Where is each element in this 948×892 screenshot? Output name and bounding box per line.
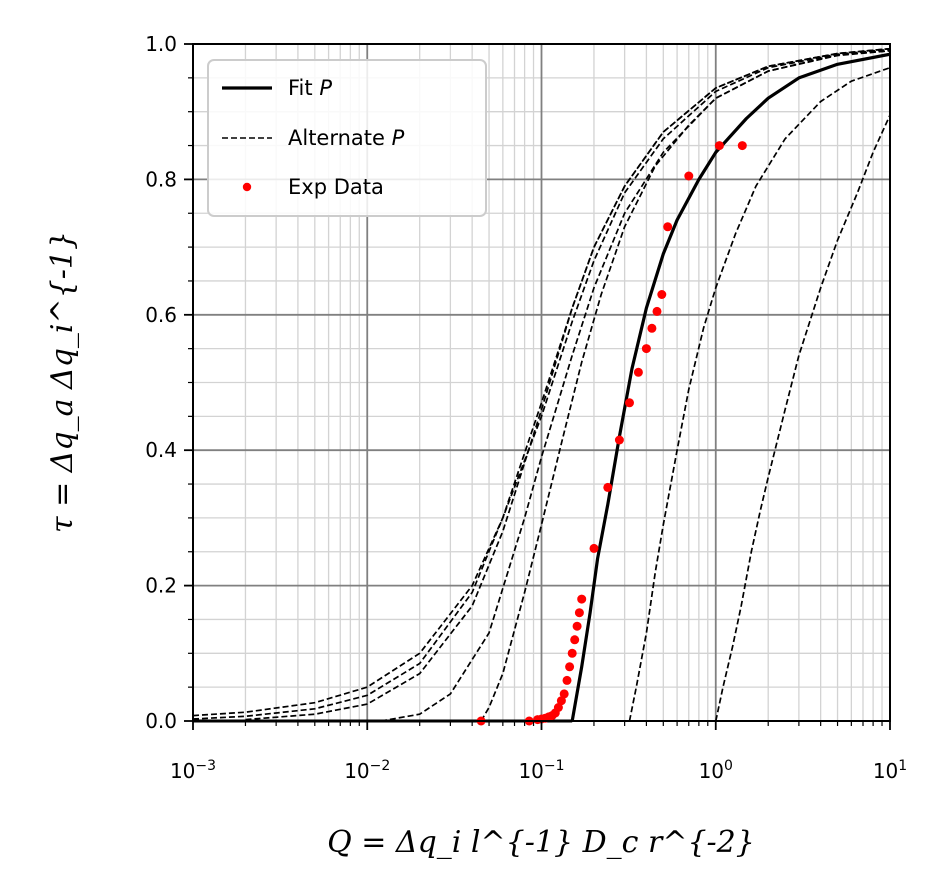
x-tick-label: 100	[699, 758, 733, 783]
exp-data-point	[556, 696, 566, 706]
legend-exp-swatch	[242, 182, 252, 192]
exp-data-point	[574, 608, 584, 618]
exp-data-point	[652, 306, 662, 316]
exp-data-point	[614, 435, 624, 445]
y-tick-label: 0.4	[145, 438, 177, 462]
y-tick-label: 0.2	[145, 574, 177, 598]
alternate-curve-2	[192, 47, 891, 720]
y-tick-label: 0.8	[145, 167, 177, 191]
exp-data-point	[625, 398, 634, 408]
legend-alt-label: Alternate P	[288, 126, 405, 150]
y-tick-label: 0.6	[145, 303, 177, 327]
x-tick-label: 101	[873, 758, 907, 783]
exp-data-point	[562, 675, 572, 685]
axis-ticks	[184, 43, 891, 730]
exp-data-point	[647, 323, 657, 333]
legend-exp-label: Exp Data	[288, 175, 384, 199]
exp-data-point	[737, 141, 747, 151]
y-axis-label: τ = Δq_a Δq_i^{-1}	[45, 231, 80, 533]
exp-data-point	[663, 222, 673, 232]
x-axis-label: Q = Δq_i l^{-1} D_c r^{-2}	[327, 825, 755, 860]
exp-data-point	[633, 367, 643, 377]
fit-curve	[570, 52, 891, 722]
alternate-curve-1	[192, 48, 891, 717]
y-tick-label: 1.0	[145, 32, 177, 56]
x-tick-labels: 10−3 10−2 10−1 100 101	[170, 758, 907, 783]
alternate-curve-7	[714, 114, 891, 722]
x-tick-label: 10−2	[344, 758, 390, 783]
alternate-curve-6	[628, 66, 891, 722]
legend: Fit P Alternate P Exp Data	[207, 59, 487, 217]
x-tick-label: 10−1	[518, 758, 564, 783]
x-tick-label: 10−3	[170, 758, 216, 783]
exp-data-point	[570, 635, 580, 645]
exp-data-point	[589, 543, 599, 553]
y-tick-labels: 0.0 0.2 0.4 0.6 0.8 1.0	[145, 32, 177, 733]
alternate-curve-5	[480, 49, 891, 722]
exp-data-point	[565, 662, 575, 672]
exp-data-point	[553, 703, 563, 712]
exp-data-point	[572, 621, 582, 631]
exp-data-point	[684, 171, 694, 181]
exp-data-point	[559, 689, 569, 699]
exp-data-point	[657, 290, 667, 299]
exp-data-point	[577, 594, 587, 604]
exp-data-point	[603, 482, 613, 492]
y-tick-label: 0.0	[145, 709, 177, 733]
exp-data-point	[641, 344, 651, 354]
exp-data-points	[476, 141, 747, 726]
legend-box	[207, 59, 487, 217]
exp-data-point	[714, 141, 724, 151]
exp-data-point	[567, 648, 577, 658]
legend-fit-label: Fit P	[288, 76, 332, 100]
